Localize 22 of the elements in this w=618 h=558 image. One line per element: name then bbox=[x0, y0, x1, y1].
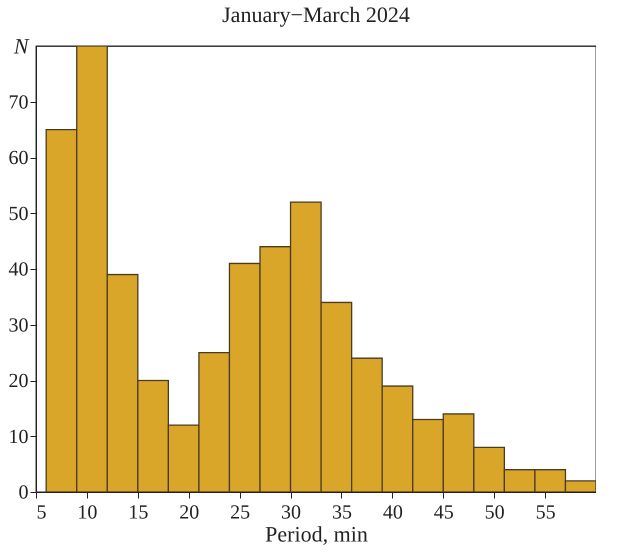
x-tick-label: 30 bbox=[281, 502, 302, 524]
y-tick-label: 0 bbox=[18, 482, 28, 504]
y-tick-label: 60 bbox=[8, 147, 28, 169]
y-tick-label: 10 bbox=[8, 426, 28, 448]
x-tick-label: 40 bbox=[382, 502, 403, 524]
x-tick-label: 10 bbox=[77, 502, 98, 524]
x-tick-label: 50 bbox=[484, 502, 505, 524]
x-tick-label: 20 bbox=[179, 502, 200, 524]
y-tick-label: 20 bbox=[8, 370, 28, 392]
x-tick-label: 5 bbox=[36, 502, 46, 524]
y-tick-label: 50 bbox=[8, 202, 28, 225]
x-tick-label: 35 bbox=[332, 502, 352, 524]
x-tick-label: 45 bbox=[434, 502, 454, 524]
x-tick-label: 25 bbox=[230, 502, 250, 524]
y-tick-label: 30 bbox=[8, 314, 28, 336]
y-tick-label: 40 bbox=[8, 258, 28, 280]
chart-title: January−March 2024 bbox=[222, 2, 410, 27]
x-tick-label: 15 bbox=[128, 502, 148, 524]
y-tick-label: 70 bbox=[8, 91, 28, 114]
y-axis-title: N bbox=[12, 34, 30, 58]
x-axis-title: Period, min bbox=[265, 522, 368, 546]
x-tick-label: 55 bbox=[536, 502, 556, 524]
